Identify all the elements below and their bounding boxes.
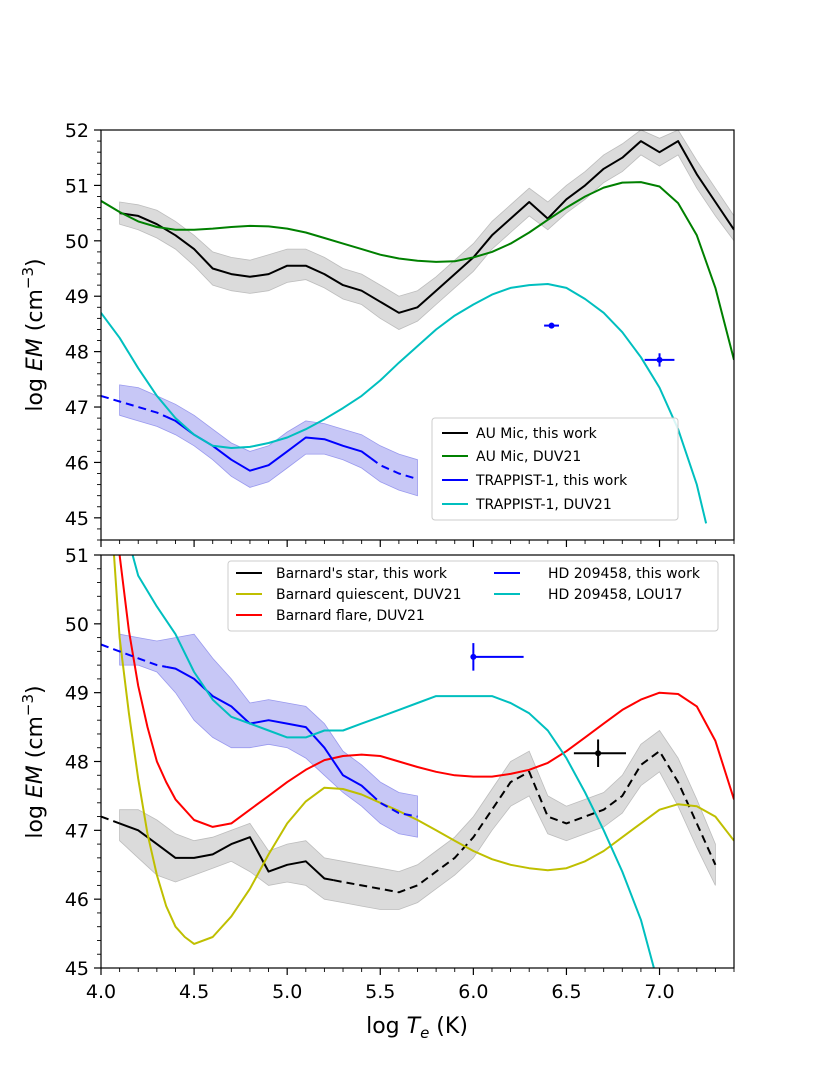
y-axis-label-bottom-sup: −3 <box>19 694 37 716</box>
panel-top: 45 46 47 48 49 50 51 52 log EM (cm−3) AU Mic, t… <box>19 120 735 547</box>
x-tick-label-5: 6.5 <box>551 981 581 1003</box>
legend-bottom-frame <box>227 560 719 632</box>
series-line-bot-1-0 <box>113 555 734 945</box>
uncertainty-band-top-0 <box>119 130 734 330</box>
series-line-bot-0-2 <box>333 750 717 894</box>
y-axis-label-bottom-em: EM <box>23 765 48 798</box>
x-axis-label-unit: (K) <box>429 1014 468 1039</box>
y-tick-label-top-5: 50 <box>65 231 89 253</box>
legend-bottom-label-0: Barnard's star, this work <box>276 566 448 582</box>
y-axis-label-top-sup: −3 <box>19 267 37 289</box>
legend-bottom-label-4: HD 209458, LOU17 <box>548 587 682 603</box>
series-line-top-3-0 <box>101 283 708 524</box>
data-point-bot-1 <box>595 750 602 757</box>
series-line-top-1-0 <box>101 181 734 361</box>
series-line-bot-3-0 <box>101 643 167 668</box>
legend-top-frame <box>431 417 679 521</box>
y-tick-label-top-6: 51 <box>65 175 89 197</box>
y-tick-label-bot-2: 47 <box>65 820 89 842</box>
x-axis-label-prefix: log <box>366 1014 407 1039</box>
y-axis-label-bottom-close: ) <box>23 685 48 694</box>
y-axis-label-top-em: EM <box>23 338 48 371</box>
y-tick-label-top-4: 49 <box>65 286 89 308</box>
legend-top: AU Mic, this work AU Mic, DUV21 TRAPPIST… <box>431 417 679 521</box>
panel-bottom: 45 46 47 48 49 50 51 4.0 4.5 5.0 5.5 6.0 6.5 7.0 log … <box>19 545 735 1042</box>
y-axis-label-top-close: ) <box>23 258 48 267</box>
legend-top-label-3: TRAPPIST-1, DUV21 <box>475 497 612 513</box>
x-tick-label-4: 6.0 <box>458 981 488 1003</box>
legend-bottom: Barnard's star, this work Barnard quiesc… <box>227 560 719 632</box>
x-tick-label-6: 7.0 <box>644 981 674 1003</box>
y-tick-label-top-7: 52 <box>65 120 89 142</box>
series-line-bot-0-1 <box>119 822 334 882</box>
y-axis-label-bottom: log EM (cm−3) <box>19 685 48 838</box>
x-tick-label-0: 4.0 <box>86 981 116 1003</box>
y-axis-label-top: log EM (cm−3) <box>19 258 48 411</box>
plot-area-top <box>101 130 734 524</box>
uncertainty-band-bot-3 <box>119 633 418 838</box>
data-point-top-0 <box>548 322 555 329</box>
legend-top-label-2: TRAPPIST-1, this work <box>475 473 628 489</box>
y-axis-label-top-unit: (cm <box>23 289 48 338</box>
series-line-bot-0-0 <box>101 815 120 825</box>
series-line-bot-2-0 <box>118 555 734 828</box>
legend-top-label-1: AU Mic, DUV21 <box>476 449 581 465</box>
x-axis-label-t: T <box>407 1014 422 1039</box>
y-tick-label-top-2: 47 <box>65 397 89 419</box>
uncertainty-band-top-2 <box>119 384 418 497</box>
y-tick-label-top-1: 46 <box>65 452 89 474</box>
y-axis-label-top-prefix: log <box>23 371 48 412</box>
x-tick-label-3: 5.5 <box>365 981 395 1003</box>
series-line-top-2-2 <box>370 457 418 481</box>
series-line-bot-4-0 <box>131 555 655 968</box>
y-tick-label-top-0: 45 <box>65 508 89 530</box>
y-tick-label-bot-3: 48 <box>65 752 89 774</box>
x-tick-label-2: 5.0 <box>272 981 302 1003</box>
series-line-bot-3-1 <box>166 665 372 795</box>
x-tick-label-1: 4.5 <box>179 981 209 1003</box>
legend-top-label-0: AU Mic, this work <box>476 426 598 442</box>
x-axis-label-sub: e <box>420 1024 429 1042</box>
y-tick-label-bot-4: 49 <box>65 683 89 705</box>
x-axis-label: log Te (K) <box>366 1014 468 1042</box>
y-tick-label-bot-1: 46 <box>65 889 89 911</box>
y-axis-label-bottom-unit: (cm <box>23 716 48 765</box>
legend-bottom-label-2: Barnard flare, DUV21 <box>276 608 425 624</box>
data-point-top-1 <box>656 356 663 363</box>
y-tick-label-bot-6: 51 <box>65 545 89 567</box>
plot-area-bottom <box>101 555 734 968</box>
y-tick-label-top-3: 48 <box>65 342 89 364</box>
y-axis-label-bottom-prefix: log <box>23 798 48 839</box>
data-point-bot-0 <box>470 653 477 660</box>
y-tick-label-bot-5: 50 <box>65 614 89 636</box>
uncertainty-band-bot-0 <box>119 729 716 910</box>
series-line-bot-3-2 <box>370 793 418 818</box>
series-line-top-0-0 <box>119 140 734 314</box>
legend-bottom-label-3: HD 209458, this work <box>548 566 701 582</box>
y-tick-label-bot-0: 45 <box>65 958 89 980</box>
legend-bottom-label-1: Barnard quiescent, DUV21 <box>276 587 462 603</box>
